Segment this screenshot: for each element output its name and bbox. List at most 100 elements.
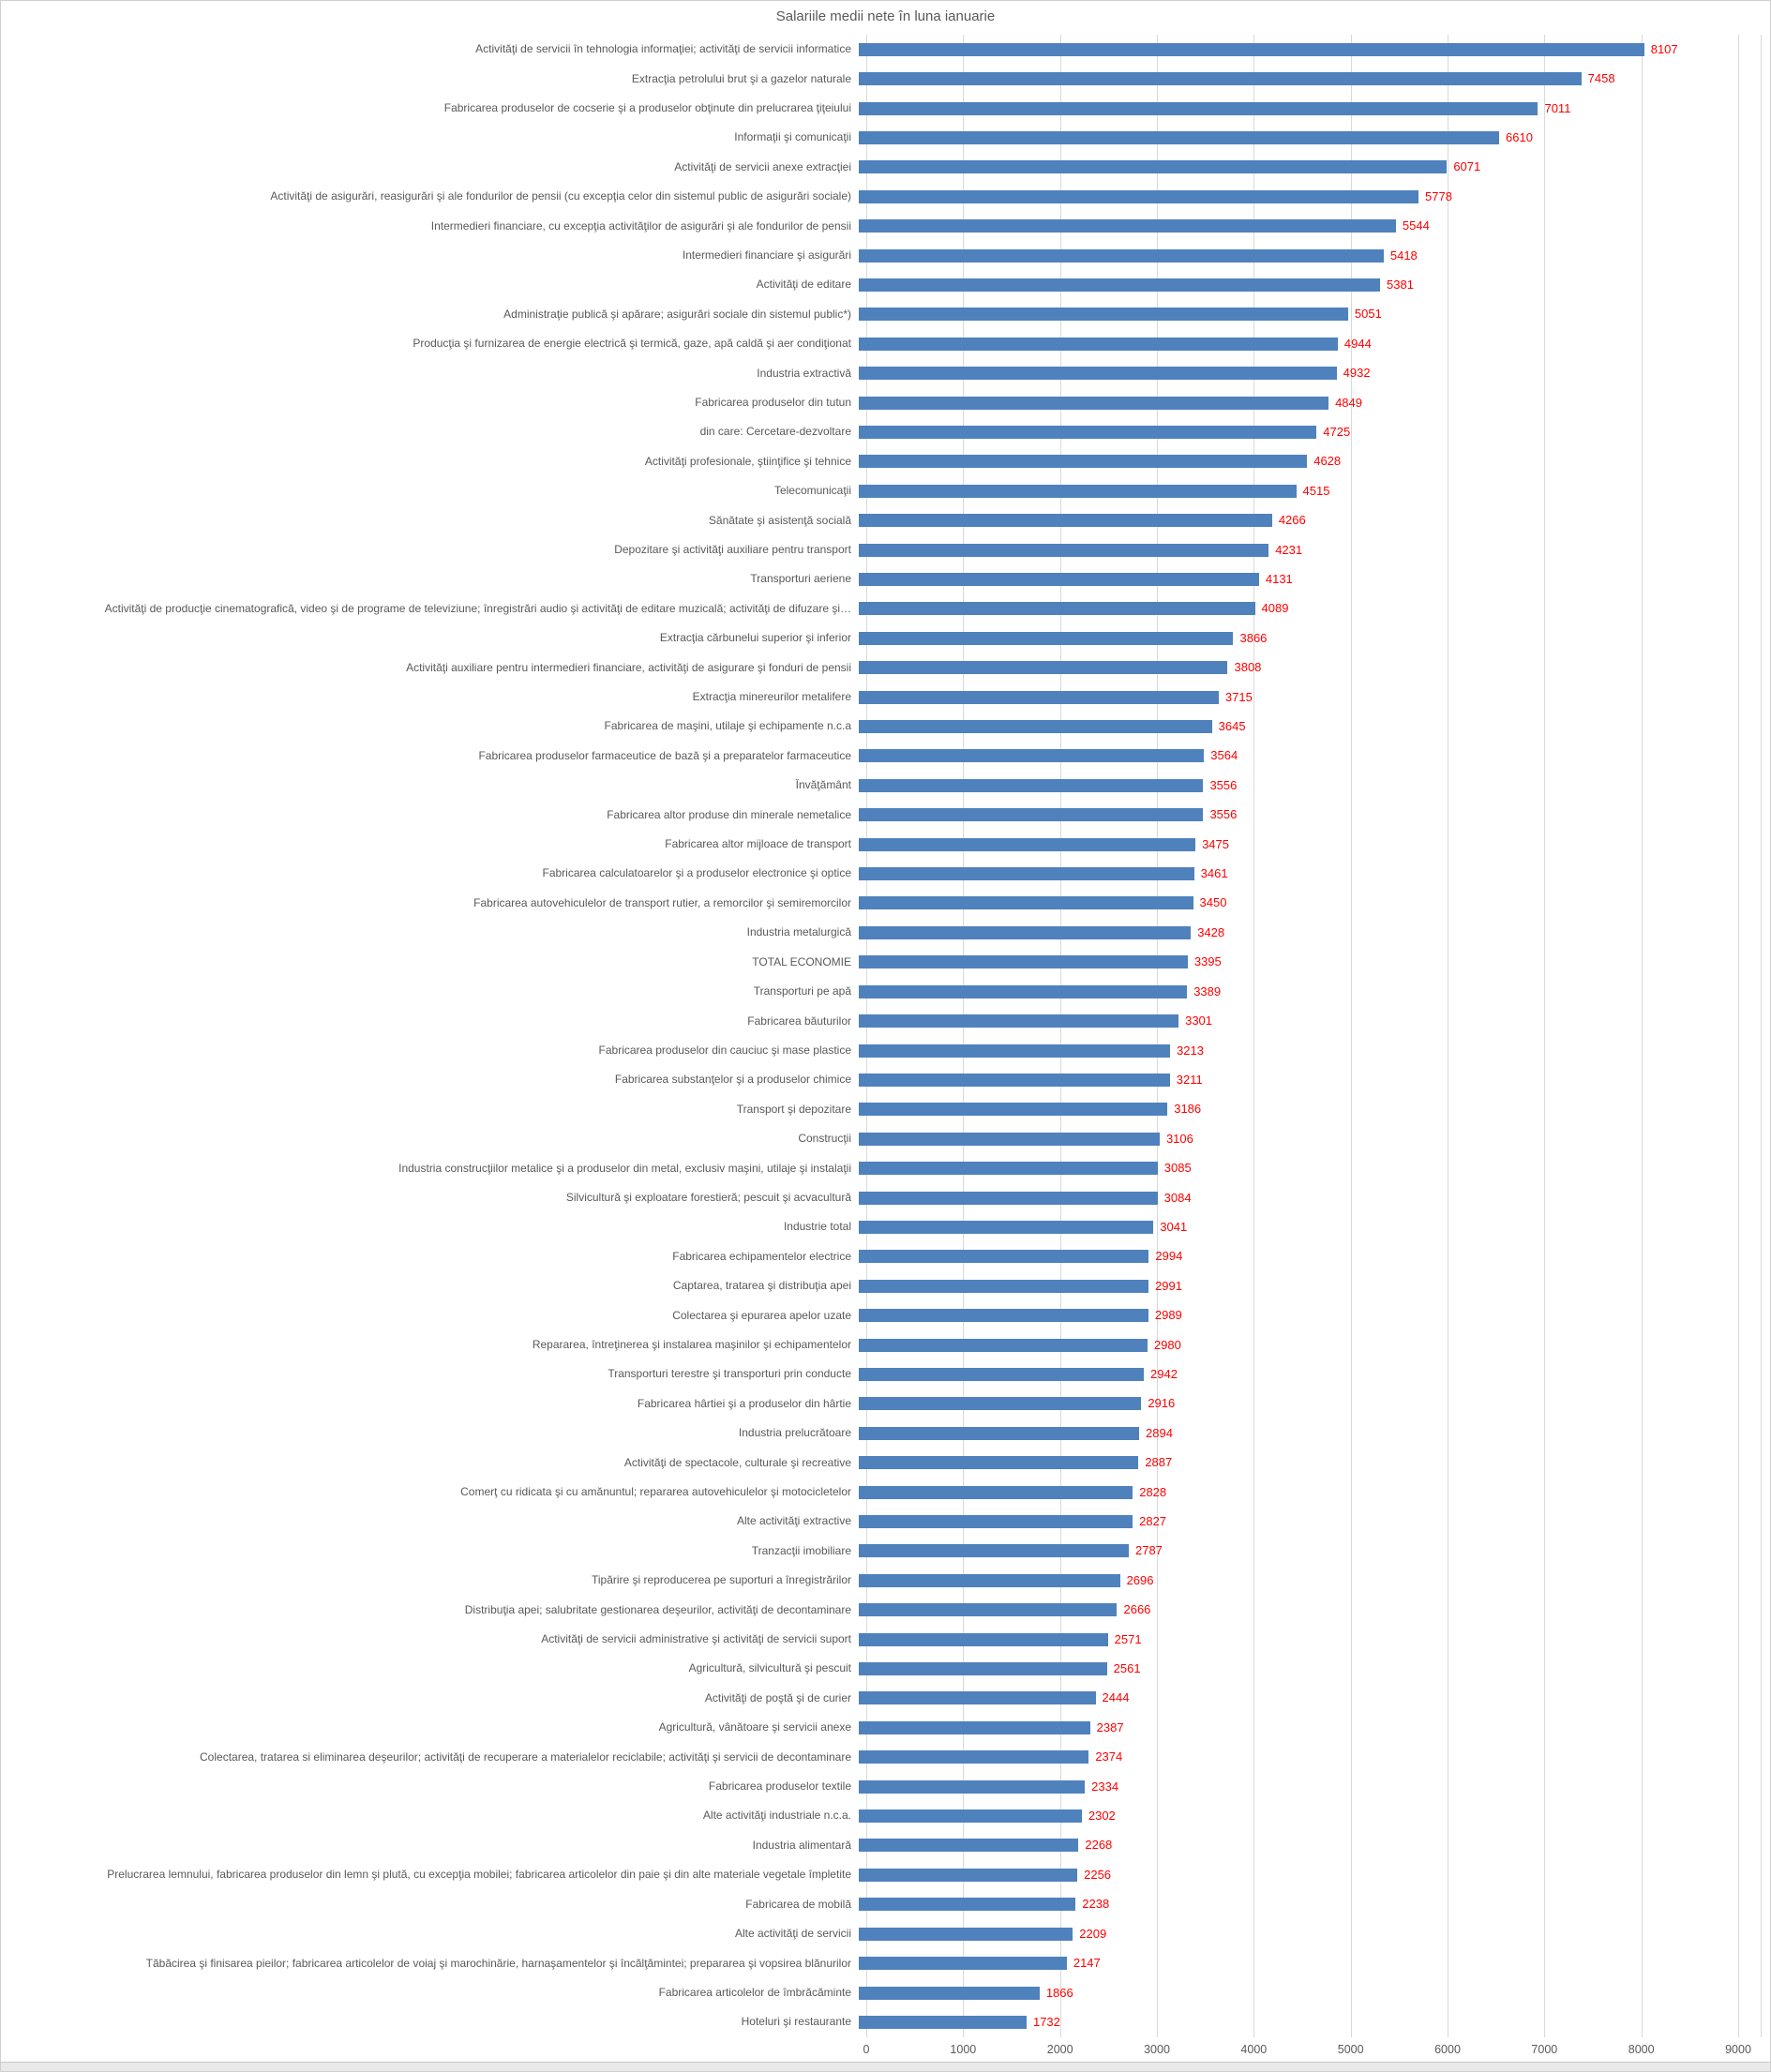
bar	[859, 1132, 1160, 1146]
value-label: 5381	[1387, 277, 1414, 292]
bar	[859, 1426, 1140, 1440]
bar	[859, 308, 1348, 322]
category-label: Industria construcţiilor metalice şi a p…	[398, 1162, 851, 1175]
category-label: Activităţi de servicii în tehnologia inf…	[475, 43, 851, 56]
value-label: 3564	[1210, 748, 1238, 763]
category-label: Activităţi de spectacole, culturale şi r…	[623, 1456, 851, 1469]
category-label: Industria alimentară	[752, 1839, 851, 1852]
chart-row: Extracţia petrolului brut şi a gazelor n…	[1, 64, 1770, 93]
value-label: 3211	[1176, 1072, 1203, 1087]
chart-row: Intermedieri financiare, cu excepţia act…	[1, 211, 1770, 240]
bar	[859, 543, 1269, 557]
chart-row: Industria prelucrătoare 2894	[1, 1419, 1770, 1448]
category-label: Fabricarea de maşini, utilaje şi echipam…	[604, 720, 851, 733]
category-label: Comerţ cu ridicata şi cu amănuntul; repa…	[460, 1486, 851, 1499]
value-label: 2994	[1155, 1249, 1183, 1264]
bar-area: 3428	[859, 918, 1753, 947]
value-label: 6071	[1453, 159, 1481, 174]
bar-area: 2916	[859, 1389, 1753, 1419]
bar-area: 3301	[859, 1006, 1753, 1035]
chart-row: din care: Cercetare-dezvoltare 4725	[1, 417, 1770, 446]
chart-row: Fabricarea autovehiculelor de transport …	[1, 889, 1770, 918]
chart-row: Depozitare şi activităţi auxiliare pentr…	[1, 535, 1770, 564]
chart-row: Industria extractivă 4932	[1, 358, 1770, 387]
value-label: 5051	[1354, 307, 1382, 322]
value-label: 4089	[1261, 601, 1289, 616]
chart-row: Producţia şi furnizarea de energie elect…	[1, 329, 1770, 358]
chart-row: Tipărire şi reproducerea pe suporturi a …	[1, 1566, 1770, 1595]
chart-row: Activităţi profesionale, ştiinţifice şi …	[1, 447, 1770, 476]
bar	[859, 690, 1219, 704]
chart-row: Fabricarea produselor textile 2334	[1, 1772, 1770, 1801]
category-label: Industria prelucrătoare	[738, 1427, 851, 1440]
x-tick-label: 4000	[1240, 2043, 1268, 2056]
bar-area: 4849	[859, 388, 1753, 417]
bar	[859, 1103, 1168, 1117]
chart-row: Alte activităţi de servicii 2209	[1, 1919, 1770, 1948]
value-label: 3556	[1209, 777, 1238, 792]
bar-area: 2561	[859, 1654, 1753, 1683]
category-label: Repararea, întreţinerea şi instalarea ma…	[532, 1338, 851, 1351]
bottom-edge	[1, 2062, 1770, 2071]
bar	[859, 749, 1205, 763]
x-axis: 0 1000 2000 3000 4000 5000 6000 7000 8000 9000	[1, 2043, 1770, 2060]
category-label: Transport şi depozitare	[736, 1103, 851, 1116]
bar-area: 5051	[859, 300, 1753, 329]
chart-row: Silvicultură şi exploatare forestieră; p…	[1, 1183, 1770, 1212]
bar	[859, 72, 1582, 86]
category-label: Extracţia petrolului brut şi a gazelor n…	[631, 72, 851, 85]
value-label: 2989	[1154, 1308, 1182, 1323]
bar-area: 4089	[859, 594, 1753, 623]
bar	[859, 1397, 1142, 1411]
bar	[859, 189, 1419, 203]
chart-row: Industria construcţiilor metalice şi a p…	[1, 1153, 1770, 1182]
category-label: Depozitare şi activităţi auxiliare pentr…	[614, 544, 851, 557]
chart-row: Fabricarea articolelor de îmbrăcăminte 18…	[1, 1978, 1770, 2007]
bar-area: 3645	[859, 712, 1753, 741]
category-label: Industrie total	[783, 1221, 851, 1234]
value-label: 4515	[1302, 483, 1330, 498]
category-label: Informaţii şi comunicaţii	[734, 131, 851, 144]
chart-row: Fabricarea calculatoarelor şi a produsel…	[1, 859, 1770, 888]
value-label: 3085	[1163, 1161, 1192, 1176]
bar-area: 4131	[859, 564, 1753, 593]
value-label: 2374	[1095, 1749, 1123, 1764]
category-label: Producţia şi furnizarea de energie elect…	[413, 338, 851, 351]
category-label: Hoteluri şi restaurante	[741, 2016, 851, 2029]
chart-row: Industria alimentară 2268	[1, 1831, 1770, 1860]
chart-row: TOTAL ECONOMIE 3395	[1, 948, 1770, 977]
bar	[859, 1720, 1090, 1734]
chart-row: Transporturi pe apă 3389	[1, 977, 1770, 1006]
category-label: Industria metalurgică	[746, 926, 851, 939]
category-label: Colectarea şi epurarea apelor uzate	[672, 1309, 851, 1322]
bar	[859, 808, 1204, 822]
category-label: Tipărire şi reproducerea pe suporturi a …	[591, 1574, 851, 1587]
chart-row: Fabricarea substanţelor şi a produselor …	[1, 1065, 1770, 1094]
value-label: 4849	[1335, 395, 1362, 410]
bar-area: 3211	[859, 1065, 1753, 1094]
chart-row: Intermedieri financiare şi asigurări 5418	[1, 241, 1770, 270]
bar	[859, 337, 1338, 351]
bar-area: 4266	[859, 506, 1753, 535]
value-label: 2887	[1145, 1455, 1173, 1470]
value-label: 3389	[1193, 983, 1222, 998]
bar-area: 2787	[859, 1537, 1753, 1566]
category-label: Fabricarea băuturilor	[747, 1014, 851, 1028]
value-label: 4725	[1323, 424, 1351, 439]
bar-area: 7011	[859, 94, 1753, 123]
value-label: 2991	[1155, 1278, 1182, 1293]
bar	[859, 455, 1308, 469]
chart-row: Alte activităţi industriale n.c.a. 2302	[1, 1801, 1770, 1830]
value-label: 4266	[1278, 513, 1306, 528]
category-label: Fabricarea autovehiculelor de transport …	[473, 896, 851, 909]
category-label: Extracţia cărbunelui superior şi inferio…	[659, 632, 851, 645]
bar-area: 2147	[859, 1948, 1753, 1977]
category-label: Transporturi aeriene	[750, 573, 851, 586]
bar-area: 3395	[859, 948, 1753, 977]
bar-area: 2209	[859, 1919, 1753, 1948]
chart-row: Activităţi de producţie cinematografică,…	[1, 594, 1770, 623]
value-label: 2561	[1113, 1661, 1141, 1676]
value-label: 5778	[1425, 188, 1452, 203]
category-label: Alte activităţi extractive	[736, 1515, 851, 1528]
bar	[859, 367, 1337, 381]
